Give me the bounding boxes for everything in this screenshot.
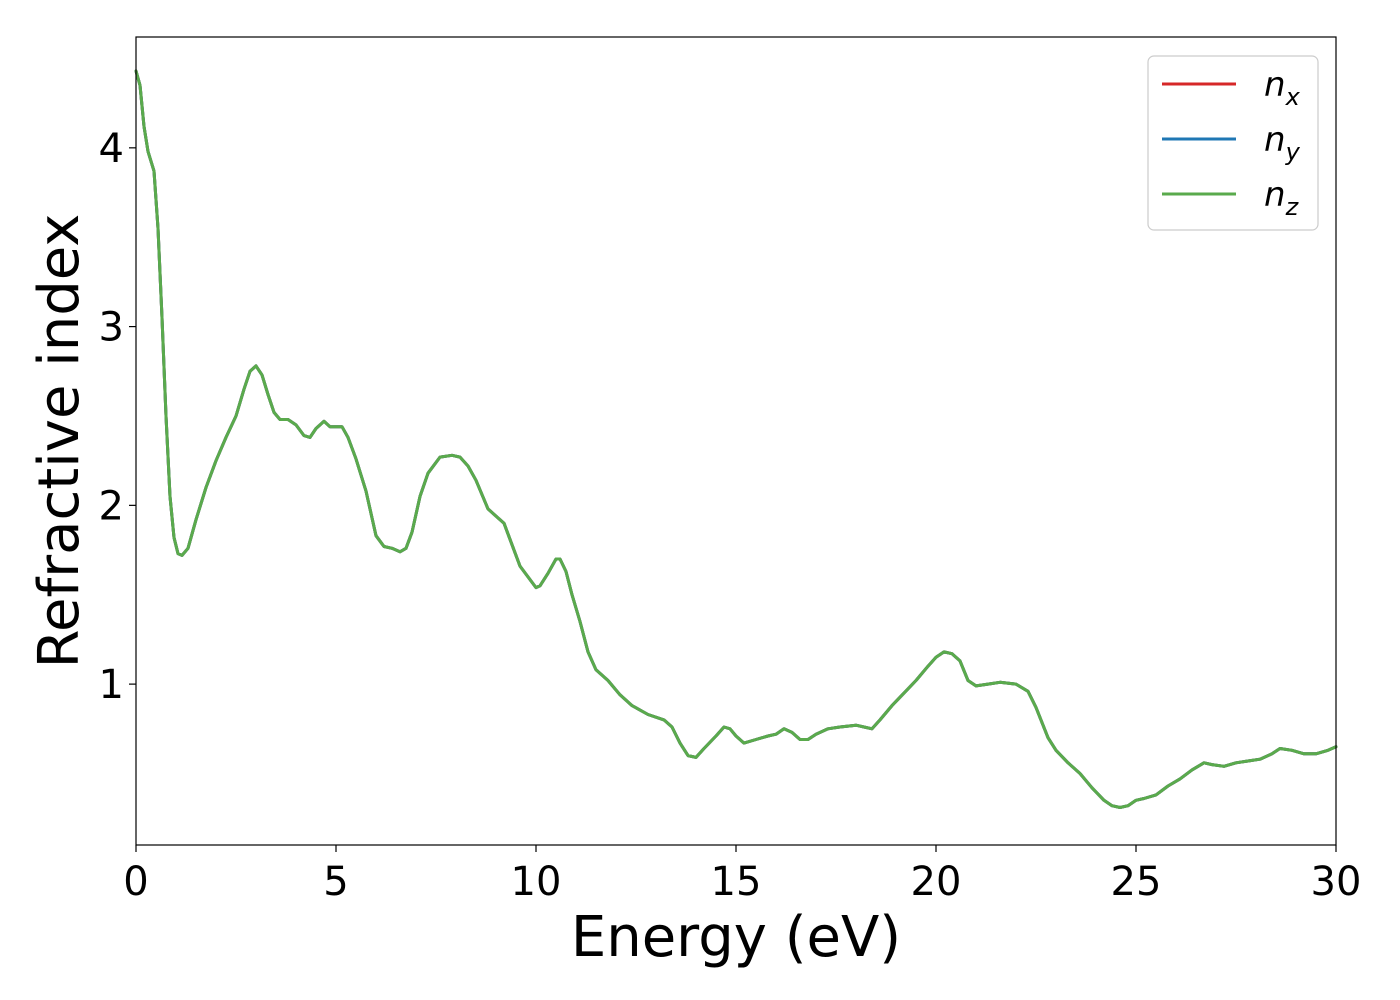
y-tick-label: 1 [99, 662, 124, 708]
y-tick-label: 2 [99, 483, 124, 529]
legend-label: ny [1264, 120, 1301, 166]
x-tick-label: 15 [711, 859, 762, 905]
x-tick-label: 30 [1311, 859, 1362, 905]
legend-label: nx [1264, 65, 1301, 111]
x-tick-label: 10 [511, 859, 562, 905]
y-axis-ticks: 1 2 3 4 [99, 126, 136, 708]
x-tick-label: 20 [911, 859, 962, 905]
y-tick-label: 4 [99, 126, 124, 172]
legend-label: nz [1264, 175, 1300, 221]
series-layer [134, 69, 1338, 809]
x-tick-label: 25 [1111, 859, 1162, 905]
x-tick-label: 0 [123, 859, 148, 905]
x-axis-label: Energy (eV) [571, 905, 901, 970]
y-tick-label: 3 [99, 305, 124, 351]
legend: nx ny nz [1147, 55, 1319, 231]
legend-box [1147, 55, 1319, 231]
y-axis-label: Refractive index [27, 214, 92, 669]
x-tick-label: 5 [323, 859, 348, 905]
series-line-nz [134, 69, 1338, 809]
x-axis-ticks: 0 5 10 15 20 25 30 [123, 845, 1361, 905]
